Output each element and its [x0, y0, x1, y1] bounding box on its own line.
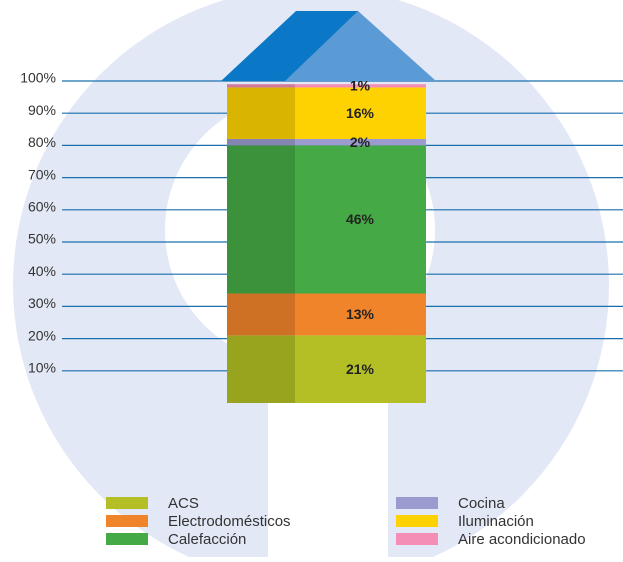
legend-swatch: [396, 533, 438, 545]
y-tick-label: 30%: [28, 295, 56, 311]
legend-label: Aire acondicionado: [458, 531, 586, 548]
legend-label: Calefacción: [168, 531, 246, 548]
legend-swatch: [396, 497, 438, 509]
segment-label: 46%: [346, 211, 375, 227]
y-tick-label: 10%: [28, 360, 56, 376]
labels: 21% 13% 46% 2% 16% 1%: [346, 78, 375, 377]
y-tick-label: 60%: [28, 199, 56, 215]
legend-swatch: [106, 497, 148, 509]
segment-label: 16%: [346, 105, 375, 121]
segment-label: 21%: [346, 361, 375, 377]
segment-shade: [227, 138, 295, 146]
bar-segment: [227, 84, 426, 88]
bar-segment: [227, 138, 426, 146]
y-tick-label: 40%: [28, 263, 56, 279]
legend-label: ACS: [168, 495, 199, 512]
segment-shade: [227, 145, 295, 294]
y-tick-label: 90%: [28, 102, 56, 118]
y-tick-label: 80%: [28, 134, 56, 150]
roof: [221, 11, 436, 81]
segment-label: 13%: [346, 306, 375, 322]
roof-dark: [221, 11, 358, 81]
segment-label: 2%: [350, 134, 371, 150]
y-tick-label: 50%: [28, 231, 56, 247]
legend-label: Cocina: [458, 495, 505, 512]
legend-swatch: [106, 533, 148, 545]
y-tick-label: 100%: [20, 70, 56, 86]
segment-shade: [227, 87, 295, 139]
bar-segment: [227, 293, 426, 336]
legend-swatch: [396, 515, 438, 527]
bar-segment: [227, 145, 426, 294]
segment-shade: [227, 335, 295, 403]
segment-shade: [227, 293, 295, 336]
legend-label: Iluminación: [458, 513, 534, 530]
y-tick-label: 20%: [28, 327, 56, 343]
segment-shade: [227, 84, 295, 88]
bars: [227, 84, 426, 403]
legend-label: Electrodomésticos: [168, 513, 291, 530]
y-tick-label: 70%: [28, 166, 56, 182]
legend-swatch: [106, 515, 148, 527]
bar-segment: [227, 87, 426, 139]
bar-segment: [227, 335, 426, 403]
segment-label: 1%: [350, 78, 371, 94]
